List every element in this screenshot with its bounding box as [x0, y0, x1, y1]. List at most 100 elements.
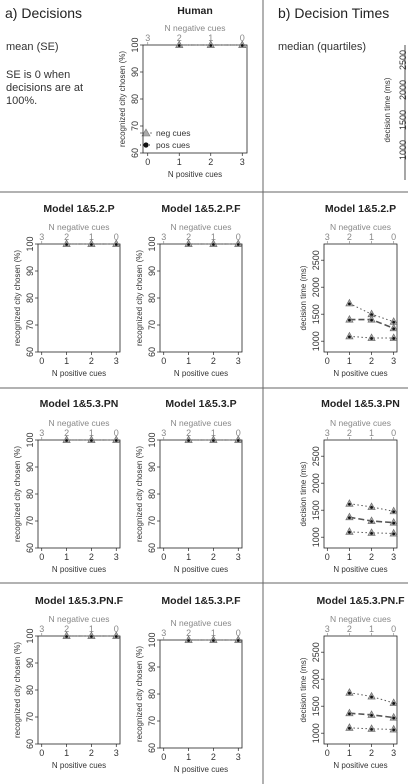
- y-tick-label: 2000: [311, 669, 321, 689]
- panel-title: Model 1&5.3.PN: [40, 398, 119, 410]
- top-axis-label: N negative cues: [330, 418, 391, 428]
- y-axis-label: decision time (ms): [299, 265, 308, 330]
- top-tick-label: 3: [325, 428, 330, 438]
- x-tick-label: 0: [39, 356, 44, 366]
- data-point-dot: [348, 318, 351, 322]
- top-axis-label: N negative cues: [49, 418, 110, 428]
- data-point-dot: [392, 716, 396, 720]
- data-point-dot: [370, 727, 373, 731]
- x-axis-label: N positive cues: [333, 565, 387, 574]
- x-tick-label: 2: [369, 552, 374, 562]
- panel-title: Model 1&5.3.PN: [321, 398, 400, 410]
- x-tick-label: 2: [369, 356, 374, 366]
- x-tick-label: 1: [347, 552, 352, 562]
- data-point-dot: [187, 639, 190, 642]
- top-tick-label: 3: [325, 232, 330, 242]
- plot-frame: [159, 639, 243, 749]
- x-tick-label: 1: [186, 552, 191, 562]
- top-tick-label: 0: [114, 232, 119, 242]
- series-line: [349, 727, 394, 730]
- top-tick-label: 3: [39, 428, 44, 438]
- x-tick-label: 1: [347, 748, 352, 758]
- y-tick-label: 60: [147, 743, 157, 753]
- y-tick-label: 1000: [311, 723, 321, 743]
- x-tick-label: 1: [177, 157, 182, 167]
- data-point-dot: [370, 695, 373, 699]
- y-tick-label: 90: [25, 658, 35, 668]
- panel-title: Model 1&5.3.PN.F: [35, 595, 124, 607]
- panel-title: Model 1&5.3.P: [165, 398, 236, 410]
- data-point-dot: [392, 337, 396, 340]
- data-point-dot: [114, 243, 118, 246]
- y-tick-label: 90: [147, 662, 157, 672]
- top-tick-label: 0: [391, 624, 396, 634]
- y-tick-label: 80: [147, 293, 157, 303]
- top-tick-label: 1: [89, 232, 94, 242]
- data-point-dot: [348, 516, 351, 520]
- x-tick-label: 0: [161, 752, 166, 762]
- y-tick-label: 70: [147, 320, 157, 330]
- top-tick-label: 2: [64, 624, 69, 634]
- top-tick-label: 2: [186, 628, 191, 638]
- top-tick-label: 2: [177, 33, 182, 43]
- x-tick-label: 0: [145, 157, 150, 167]
- y-axis-label: recognized city chosen (%): [118, 51, 127, 147]
- top-tick-label: 2: [64, 428, 69, 438]
- top-tick-label: 2: [347, 232, 352, 242]
- top-tick-label: 1: [89, 624, 94, 634]
- y-tick-label: 1500: [311, 500, 321, 520]
- y-tick-label: 2000: [398, 80, 408, 100]
- x-tick-label: 0: [39, 552, 44, 562]
- data-point-dot: [392, 510, 396, 514]
- y-axis-label: recognized city chosen (%): [135, 250, 144, 346]
- top-tick-label: 0: [236, 628, 241, 638]
- data-point-dot: [348, 712, 351, 716]
- se-note-line2: decisions are at: [6, 82, 83, 94]
- top-tick-label: 1: [369, 624, 374, 634]
- x-tick-label: 0: [39, 748, 44, 758]
- data-point-dot: [392, 327, 396, 331]
- y-tick-label: 2500: [398, 50, 408, 70]
- top-tick-label: 1: [369, 232, 374, 242]
- x-tick-label: 0: [161, 356, 166, 366]
- y-tick-label: 1500: [398, 110, 408, 130]
- x-axis-label: N positive cues: [333, 761, 387, 770]
- data-point-dot: [348, 691, 351, 695]
- y-tick-label: 60: [147, 347, 157, 357]
- y-tick-label: 70: [147, 716, 157, 726]
- y-axis-label: decision time (ms): [299, 461, 308, 526]
- times-ylabel: decision time (ms): [383, 77, 392, 142]
- top-tick-label: 2: [64, 232, 69, 242]
- top-axis-label: N negative cues: [49, 614, 110, 624]
- x-axis-label: N positive cues: [174, 369, 228, 378]
- plot-frame: [37, 635, 121, 745]
- y-tick-label: 90: [130, 67, 140, 77]
- top-tick-label: 1: [208, 33, 213, 43]
- data-point-dot: [348, 726, 351, 730]
- panel-title: Model 1&5.2.P.F: [161, 203, 241, 215]
- top-axis-label: N negative cues: [330, 222, 391, 232]
- x-tick-label: 3: [236, 752, 241, 762]
- y-axis-label: recognized city chosen (%): [135, 646, 144, 742]
- top-tick-label: 1: [369, 428, 374, 438]
- plot-frame: [37, 243, 121, 353]
- data-point-dot: [65, 439, 68, 442]
- top-tick-label: 0: [236, 232, 241, 242]
- top-tick-label: 3: [161, 232, 166, 242]
- top-axis-label: N negative cues: [330, 614, 391, 624]
- y-tick-label: 100: [25, 628, 35, 643]
- legend: neg cues pos cues: [140, 128, 191, 150]
- top-axis-label: N negative cues: [165, 23, 226, 33]
- y-tick-label: 80: [130, 94, 140, 104]
- data-point-dot: [348, 530, 351, 534]
- top-tick-label: 1: [211, 232, 216, 242]
- x-tick-label: 2: [89, 552, 94, 562]
- x-tick-label: 3: [236, 552, 241, 562]
- y-tick-label: 60: [25, 347, 35, 357]
- panel-title: Model 1&5.2.P: [43, 203, 114, 215]
